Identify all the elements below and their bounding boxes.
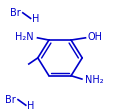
Text: Br: Br — [5, 95, 16, 105]
Text: H₂N: H₂N — [15, 32, 33, 42]
Text: Br: Br — [10, 8, 20, 18]
Text: H: H — [27, 101, 34, 111]
Text: OH: OH — [88, 32, 103, 42]
Text: NH₂: NH₂ — [85, 75, 104, 85]
Text: H: H — [32, 14, 39, 24]
